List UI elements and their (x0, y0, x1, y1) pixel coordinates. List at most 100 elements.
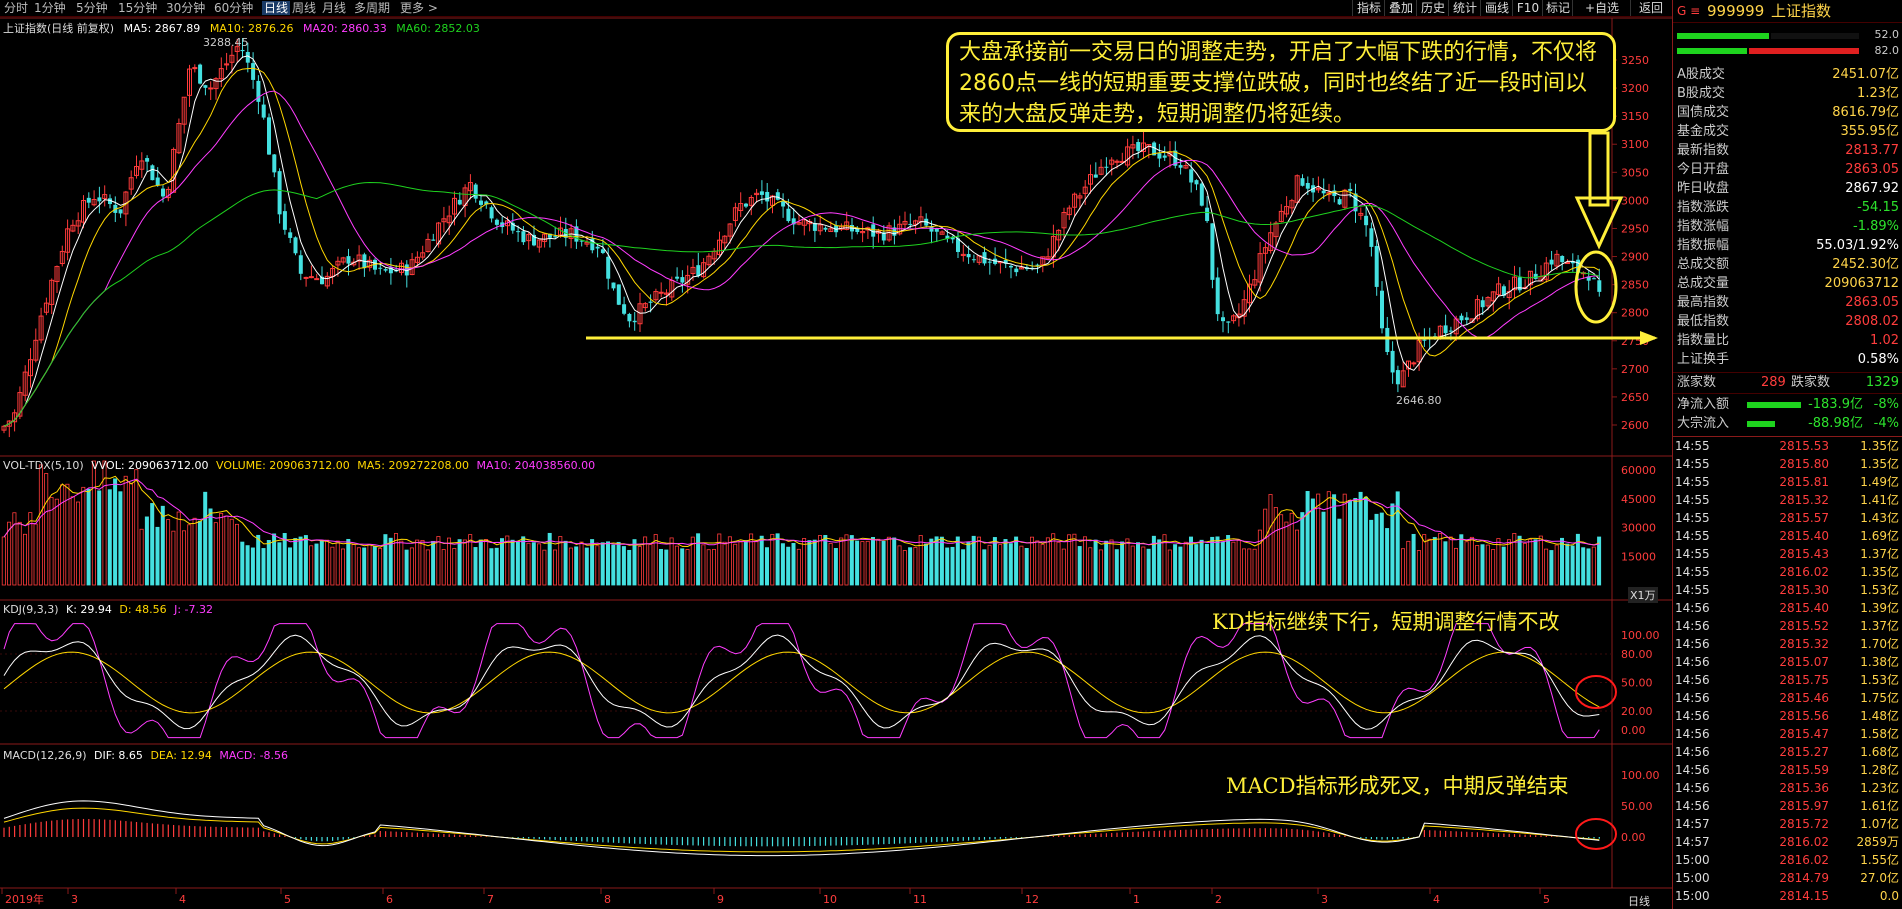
tick-row[interactable]: 14:57 2816.02 2859万 (1673, 833, 1902, 851)
volume-bar (648, 544, 653, 586)
tick-row[interactable]: 14:56 2815.07 1.38亿 (1673, 653, 1902, 671)
tick-row[interactable]: 15:00 2814.15 0.0 (1673, 887, 1902, 905)
volume-bar (1300, 512, 1305, 586)
ma20-value: MA20: 2860.33 (303, 22, 387, 35)
drawline-button[interactable]: 画线 (1480, 0, 1513, 16)
tick-row[interactable]: 14:55 2815.53 1.35亿 (1673, 437, 1902, 455)
volume-bar (929, 538, 934, 586)
tick-amount: 1.35亿 (1860, 439, 1899, 453)
chart-canvas[interactable]: 3250 3200 3150 3100 3050 3000 2950 2900 2850 2800… (0, 0, 1672, 909)
volume-bar (272, 533, 277, 586)
tick-row[interactable]: 14:55 2815.32 1.41亿 (1673, 491, 1902, 509)
mark-button[interactable]: 标记 (1542, 0, 1573, 16)
tick-list[interactable]: 14:55 2815.53 1.35亿 14:55 2815.80 1.35亿 14:55 2… (1673, 436, 1902, 903)
volume-bar (1040, 544, 1045, 586)
candle-body-up (102, 194, 108, 200)
tick-row[interactable]: 14:56 2815.32 1.70亿 (1673, 635, 1902, 653)
tick-row[interactable]: 14:56 2815.36 1.23亿 (1673, 779, 1902, 797)
volume-bar (113, 478, 118, 586)
tick-row[interactable]: 14:56 2815.47 1.58亿 (1673, 725, 1902, 743)
tick-row[interactable]: 14:56 2815.59 1.28亿 (1673, 761, 1902, 779)
tab-period-monthly[interactable]: 月线 (322, 1, 347, 15)
tab-period-multi[interactable]: 多周期 (354, 1, 391, 15)
tab-period-fenshi[interactable]: 分时 (4, 1, 29, 15)
candle-body-up (187, 68, 192, 96)
tick-row[interactable]: 14:56 2815.75 1.53亿 (1673, 671, 1902, 689)
kdj-y-tick-label: 80.00 (1621, 648, 1653, 661)
tick-row[interactable]: 14:56 2815.46 1.75亿 (1673, 689, 1902, 707)
tick-row[interactable]: 14:56 2815.97 1.61亿 (1673, 797, 1902, 815)
tab-period-60min[interactable]: 60分钟 (214, 1, 254, 15)
tab-period-more[interactable]: 更多 > (400, 1, 438, 15)
tick-row[interactable]: 14:56 2815.40 1.39亿 (1673, 599, 1902, 617)
volume-bar (913, 547, 918, 586)
main-y-tick-label: 3200 (1621, 82, 1649, 95)
tick-time: 14:55 (1675, 439, 1710, 453)
volume-bar (38, 464, 43, 586)
indicator-button[interactable]: 指标 (1352, 0, 1385, 16)
volume-bar (1374, 513, 1379, 586)
tick-row[interactable]: 14:55 2815.43 1.37亿 (1673, 545, 1902, 563)
volume-bar (171, 530, 176, 586)
candle-body-up (1262, 247, 1268, 254)
x-axis-period-button[interactable]: 日线 (1628, 895, 1650, 908)
tick-row[interactable]: 15:00 2814.79 27.0亿 (1673, 869, 1902, 887)
tick-amount: 1.75亿 (1860, 691, 1899, 705)
tick-time: 14:55 (1675, 583, 1710, 597)
candle-body-down (987, 261, 992, 263)
candle-body-down (320, 276, 324, 285)
quote-code: 999999 (1707, 2, 1765, 20)
candle-body-up (732, 207, 738, 221)
stats-button[interactable]: 统计 (1448, 0, 1481, 16)
candle-body-up (414, 256, 420, 263)
tick-row[interactable]: 14:56 2815.27 1.68亿 (1673, 743, 1902, 761)
tab-period-daily[interactable]: 日线 (262, 1, 291, 15)
tick-row[interactable]: 14:55 2815.57 1.43亿 (1673, 509, 1902, 527)
volume-bar (1507, 539, 1512, 586)
history-button[interactable]: 历史 (1416, 0, 1449, 16)
tab-period-15min[interactable]: 15分钟 (118, 1, 158, 15)
volume-bar (213, 522, 218, 586)
candle-body-up (722, 235, 728, 244)
x-tick-label: 10 (823, 893, 837, 906)
macd-dea-line (3, 807, 1600, 853)
volume-bar (1544, 548, 1549, 586)
tab-period-30min[interactable]: 30分钟 (166, 1, 206, 15)
overlay-button[interactable]: 叠加 (1384, 0, 1417, 16)
candle-body-up (584, 241, 590, 245)
volume-bar (1363, 496, 1368, 586)
tick-row[interactable]: 14:55 2815.81 1.49亿 (1673, 473, 1902, 491)
tab-period-weekly[interactable]: 周线 (292, 1, 317, 15)
tick-row[interactable]: 15:00 2816.02 1.55亿 (1673, 851, 1902, 869)
tab-period-1min[interactable]: 1分钟 (34, 1, 66, 15)
tick-row[interactable]: 14:55 2815.80 1.35亿 (1673, 455, 1902, 473)
tick-row[interactable]: 14:56 2815.56 1.48亿 (1673, 707, 1902, 725)
back-button[interactable]: 返回 (1630, 0, 1671, 16)
tab-period-5min[interactable]: 5分钟 (76, 1, 108, 15)
add-favorite-button[interactable]: +自选 (1572, 0, 1631, 16)
quote-row-value: 2451.07亿 (1832, 67, 1899, 82)
candle-body-down (378, 267, 383, 269)
quote-row-label: 最低指数 (1677, 314, 1730, 329)
tick-row[interactable]: 14:57 2815.72 1.07亿 (1673, 815, 1902, 833)
volume-bar (871, 537, 876, 586)
volume-bar (1533, 539, 1538, 586)
volume-bar (1019, 545, 1024, 586)
volume-bar (128, 482, 133, 586)
volume-bar (727, 536, 732, 586)
flow-bar (1747, 421, 1775, 427)
candle-body-down (1390, 350, 1395, 373)
tick-row[interactable]: 14:55 2815.30 1.53亿 (1673, 581, 1902, 599)
candle-body-up (192, 67, 198, 70)
f10-button[interactable]: F10 (1512, 0, 1543, 16)
tick-row[interactable]: 14:56 2815.52 1.37亿 (1673, 617, 1902, 635)
candle-body-down (934, 228, 939, 232)
tick-row[interactable]: 14:55 2816.02 1.35亿 (1673, 563, 1902, 581)
x-tick-label: 2019年 (5, 892, 44, 906)
volume-bar (1125, 538, 1130, 586)
candle-body-up (706, 255, 712, 266)
volume-bar (722, 541, 727, 586)
quote-row-label: 国债成交 (1677, 105, 1730, 120)
quote-row: B股成交 1.23亿 (1673, 85, 1902, 103)
tick-row[interactable]: 14:55 2815.40 1.69亿 (1673, 527, 1902, 545)
